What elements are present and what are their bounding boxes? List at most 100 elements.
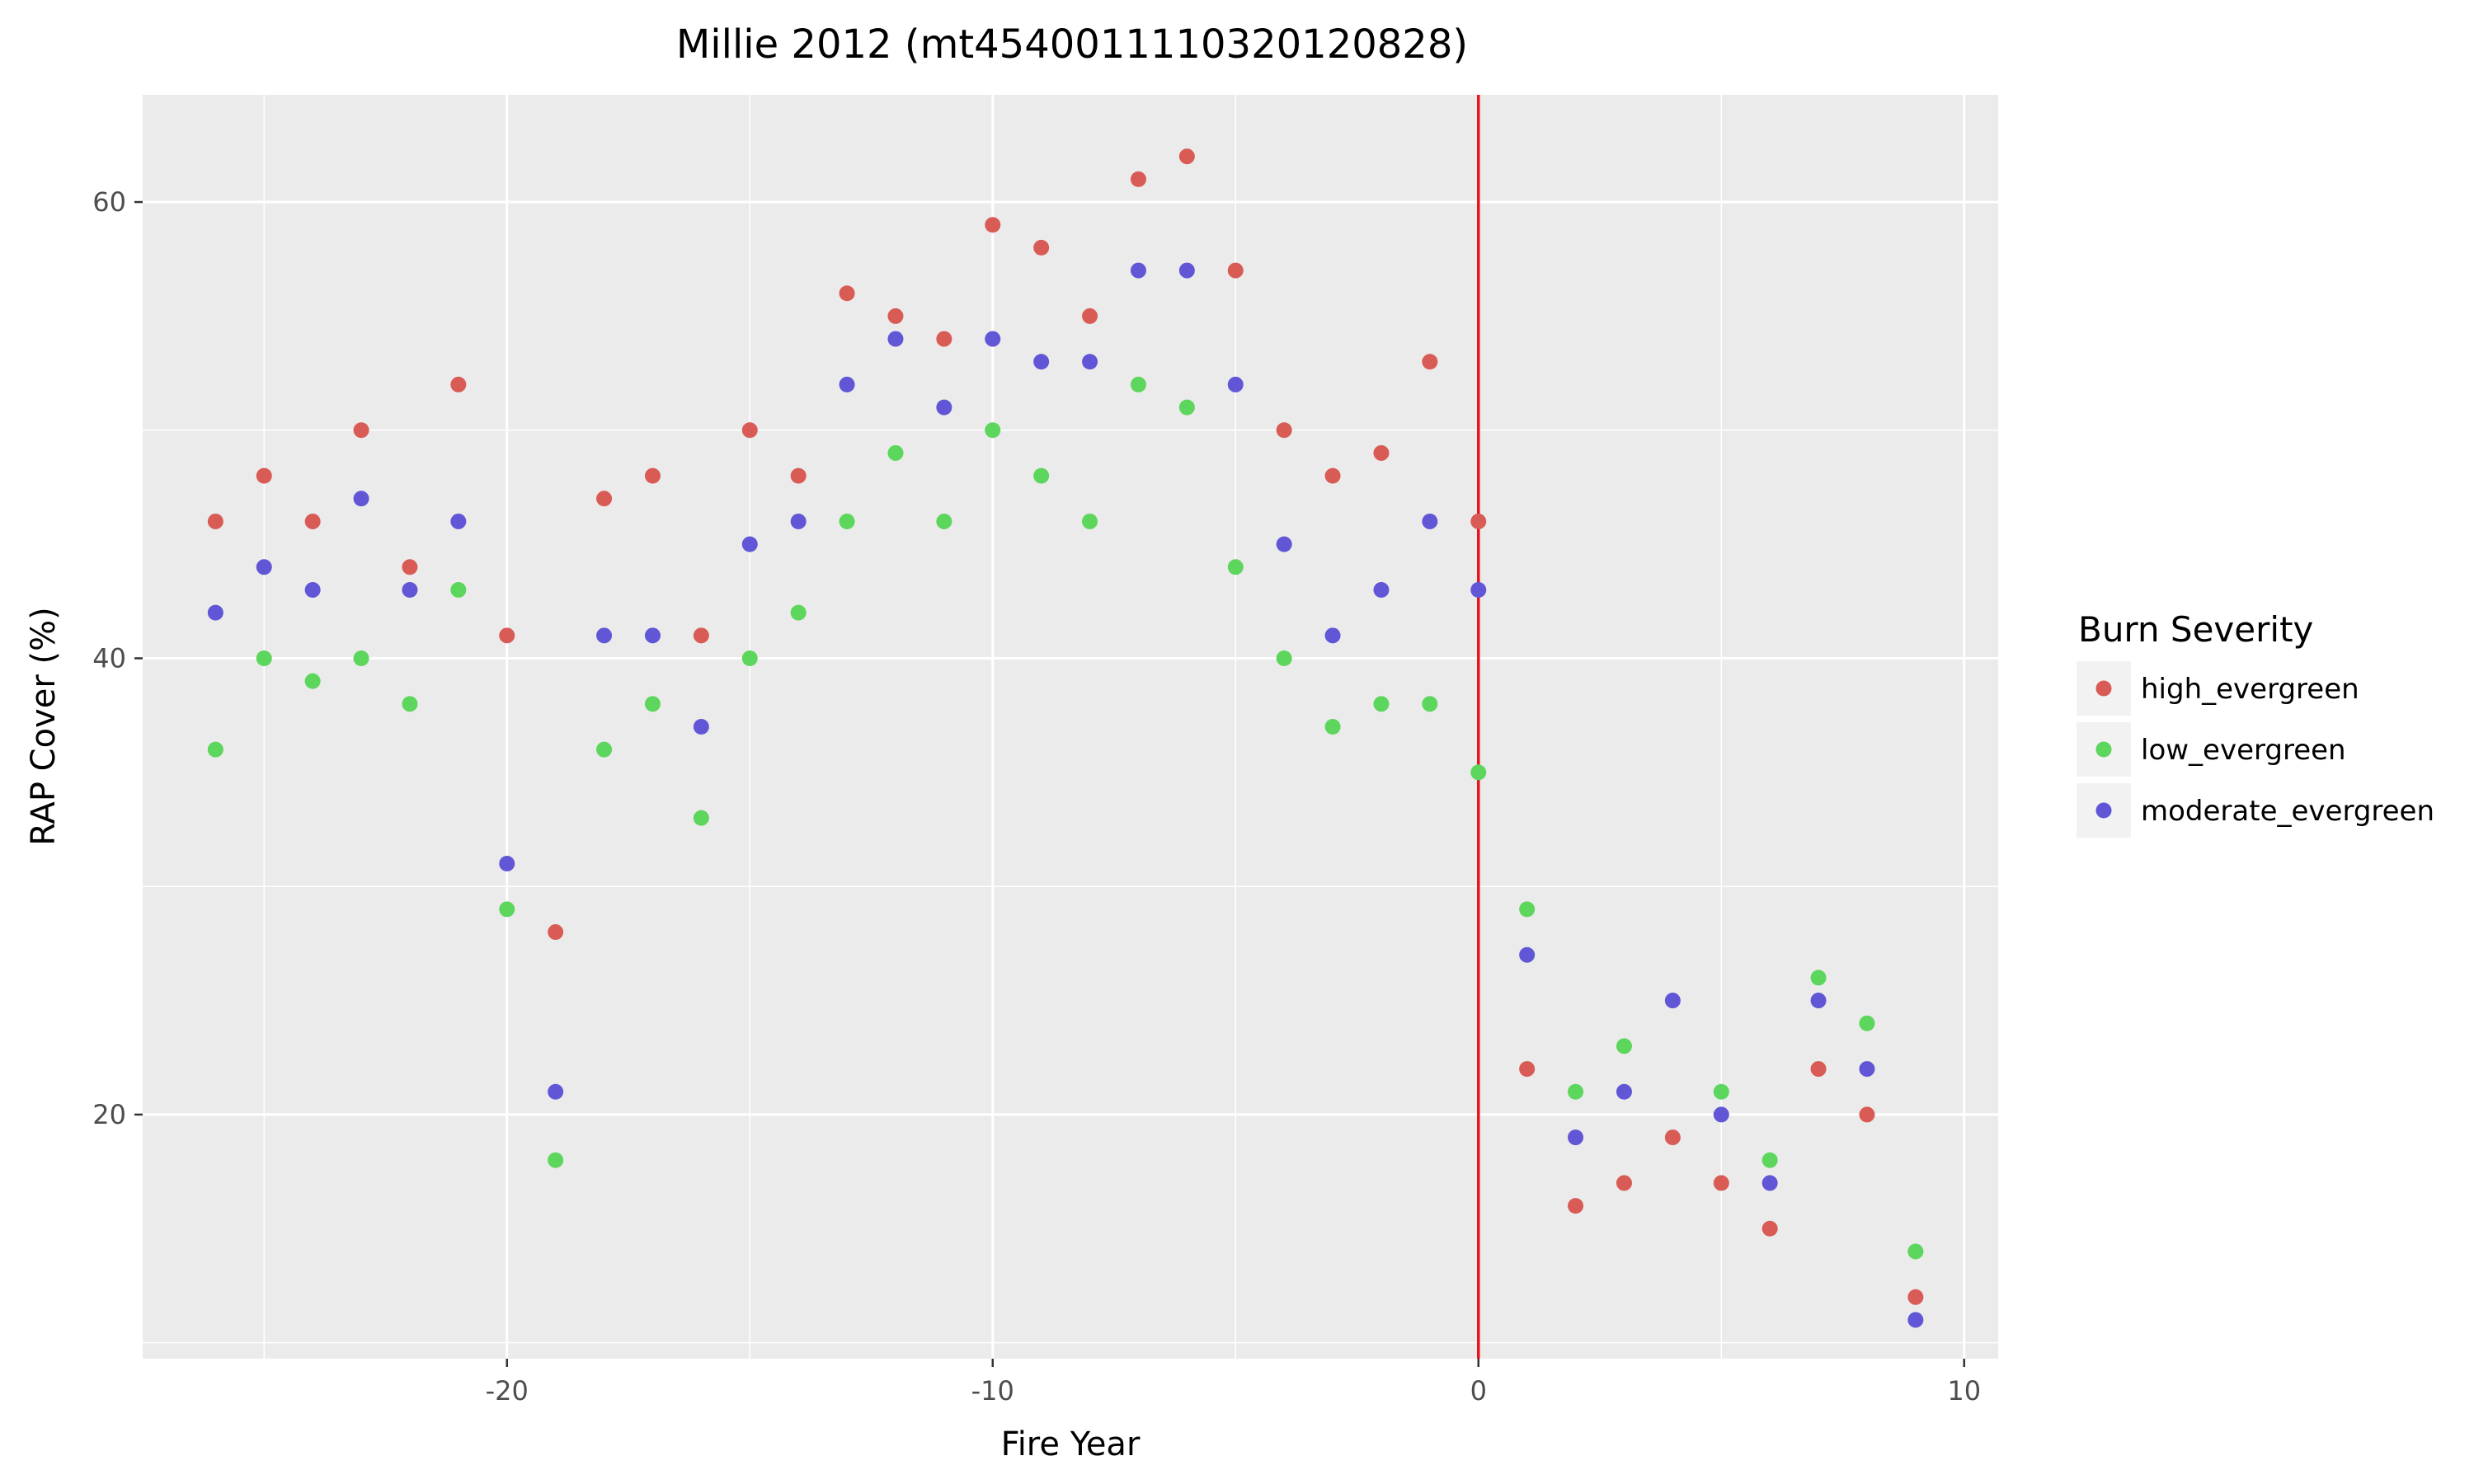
data-point [1907, 1312, 1924, 1328]
data-point [1470, 581, 1487, 598]
data-point [1761, 1220, 1778, 1237]
data-point [304, 581, 321, 598]
legend-marker [2095, 680, 2112, 697]
data-point [1130, 376, 1146, 392]
data-point [1907, 1243, 1924, 1260]
data-point [499, 627, 515, 644]
legend-items: high_evergreen low_evergreen moderate_ever… [2077, 661, 2434, 838]
legend-marker [2095, 802, 2112, 819]
data-point [1859, 1015, 1875, 1031]
data-point [985, 217, 1001, 233]
data-point [693, 627, 709, 644]
legend: Burn Severity high_evergreen low_evergree… [2077, 609, 2434, 838]
data-point [1519, 946, 1536, 963]
data-point [256, 559, 272, 575]
data-point [790, 604, 807, 621]
data-point [1227, 376, 1244, 392]
data-point [936, 399, 952, 416]
data-point [1033, 354, 1050, 370]
data-point [1373, 581, 1390, 598]
data-point [548, 924, 564, 941]
y-axis-ticks: 20 40 60 [92, 186, 143, 1130]
data-point [1664, 993, 1681, 1009]
data-point [402, 581, 418, 598]
data-point [256, 650, 272, 666]
minor-gridlines [143, 95, 1998, 1359]
data-point [1373, 444, 1390, 461]
data-point [887, 308, 904, 324]
x-tick-label: -10 [971, 1375, 1014, 1407]
data-point [304, 673, 321, 689]
data-point [1907, 1289, 1924, 1305]
data-point [353, 422, 369, 439]
data-point [887, 331, 904, 347]
data-point [450, 581, 467, 598]
data-point [1568, 1083, 1584, 1100]
data-point [1713, 1106, 1729, 1123]
data-point [790, 467, 807, 484]
data-point [839, 513, 855, 529]
data-point [402, 696, 418, 712]
data-point [304, 513, 321, 529]
data-point [839, 285, 855, 302]
data-point [1324, 627, 1341, 644]
data-point [256, 467, 272, 484]
data-point [450, 513, 467, 529]
data-point [790, 513, 807, 529]
data-point [1664, 1129, 1681, 1146]
legend-label: high_evergreen [2141, 673, 2359, 706]
data-point [1130, 171, 1146, 187]
x-tick-label: 10 [1947, 1375, 1981, 1407]
legend-item-low_evergreen: low_evergreen [2077, 722, 2346, 777]
data-point [644, 696, 661, 712]
data-point [1082, 354, 1098, 370]
data-point [353, 491, 369, 507]
data-point [1810, 993, 1827, 1009]
data-point [1422, 513, 1438, 529]
data-point [741, 650, 758, 666]
legend-marker [2095, 741, 2112, 758]
x-tick-label: 0 [1470, 1375, 1487, 1407]
data-point [1227, 262, 1244, 279]
legend-label: moderate_evergreen [2141, 795, 2434, 828]
data-point [207, 741, 223, 758]
data-point [207, 604, 223, 621]
data-point [1178, 262, 1195, 279]
data-point [499, 856, 515, 872]
data-point [1276, 422, 1292, 439]
data-point [644, 467, 661, 484]
data-point [450, 376, 467, 392]
y-tick-label: 60 [92, 186, 126, 218]
data-point [741, 422, 758, 439]
data-point [1713, 1083, 1729, 1100]
data-point [1859, 1061, 1875, 1078]
data-point [1761, 1175, 1778, 1191]
data-point [1033, 467, 1050, 484]
legend-item-high_evergreen: high_evergreen [2077, 661, 2359, 716]
y-axis-title: RAP Cover (%) [25, 607, 63, 845]
legend-label: low_evergreen [2141, 734, 2346, 767]
data-point [1859, 1106, 1875, 1123]
data-point [1616, 1175, 1632, 1191]
data-point [1810, 1061, 1827, 1078]
data-point [887, 444, 904, 461]
data-point [644, 627, 661, 644]
data-point [1713, 1175, 1729, 1191]
data-point [1130, 262, 1146, 279]
data-point [839, 376, 855, 392]
data-point [1810, 970, 1827, 986]
data-point [596, 741, 613, 758]
data-point [1568, 1198, 1584, 1214]
data-point [936, 331, 952, 347]
data-point [936, 513, 952, 529]
plot-panel [143, 95, 1998, 1359]
chart-title: Millie 2012 (mt4540011110320120828) [676, 21, 1468, 68]
x-axis-title: Fire Year [1001, 1425, 1141, 1463]
y-tick-label: 20 [92, 1099, 126, 1130]
data-point [1568, 1129, 1584, 1146]
y-tick-label: 40 [92, 642, 126, 674]
data-point [1324, 719, 1341, 735]
data-point [693, 810, 709, 826]
data-point [1470, 513, 1487, 529]
data-point [1519, 1061, 1536, 1078]
